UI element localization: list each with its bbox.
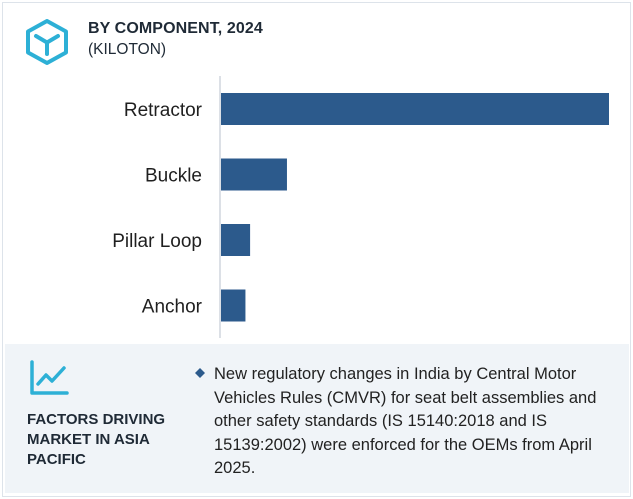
bar-pillar-loop (221, 224, 251, 256)
category-label: Buckle (145, 166, 202, 187)
factors-panel: FACTORS DRIVING MARKET IN ASIA PACIFIC N… (5, 344, 629, 493)
category-label: Pillar Loop (112, 231, 202, 252)
chart-subtitle: (KILOTON) (88, 41, 167, 58)
bar-buckle (221, 158, 287, 191)
cube-outline-icon (26, 19, 68, 65)
diamond-bullet-icon (195, 368, 205, 378)
trend-line-icon (30, 360, 69, 395)
category-label: Retractor (124, 100, 203, 121)
factors-heading: FACTORS DRIVING MARKET IN ASIA PACIFIC (27, 411, 166, 468)
bar-chart: Retractor Buckle Pillar Loop Anchor (112, 76, 609, 338)
factor-description: New regulatory changes in India by Centr… (214, 365, 597, 477)
bar-anchor (221, 289, 246, 322)
chart-title: BY COMPONENT, 2024 (88, 20, 263, 37)
category-label: Anchor (142, 297, 203, 318)
bar-retractor (221, 93, 609, 125)
